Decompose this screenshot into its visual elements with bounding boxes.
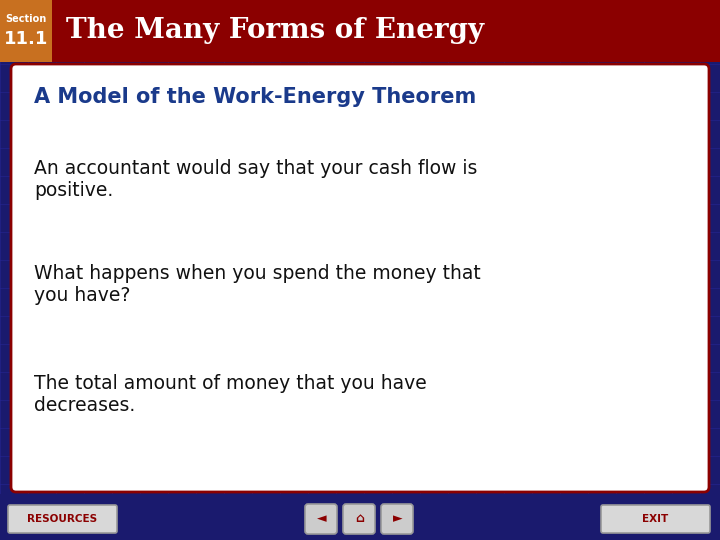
Text: EXIT: EXIT: [642, 514, 668, 524]
Text: Section: Section: [5, 14, 47, 24]
Bar: [0, 0, 52, 62]
FancyBboxPatch shape: [381, 504, 413, 534]
Text: The total amount of money that you have: The total amount of money that you have: [34, 374, 427, 393]
Text: A Model of the Work-Energy Theorem: A Model of the Work-Energy Theorem: [34, 87, 476, 107]
Text: RESOURCES: RESOURCES: [27, 514, 97, 524]
Text: 11.1: 11.1: [4, 30, 48, 48]
Text: you have?: you have?: [34, 286, 130, 305]
Text: What happens when you spend the money that: What happens when you spend the money th…: [34, 264, 481, 283]
Bar: [0, 494, 720, 540]
Text: The Many Forms of Energy: The Many Forms of Energy: [66, 17, 484, 44]
FancyBboxPatch shape: [11, 64, 709, 492]
Text: ►: ►: [393, 512, 402, 525]
FancyBboxPatch shape: [305, 504, 337, 534]
Bar: [0, 0, 720, 62]
Text: An accountant would say that your cash flow is: An accountant would say that your cash f…: [34, 159, 477, 178]
FancyBboxPatch shape: [8, 505, 117, 533]
Text: decreases.: decreases.: [34, 396, 135, 415]
Text: ⌂: ⌂: [356, 512, 364, 525]
Text: positive.: positive.: [34, 181, 113, 200]
FancyBboxPatch shape: [343, 504, 375, 534]
Text: ◄: ◄: [318, 512, 327, 525]
FancyBboxPatch shape: [601, 505, 710, 533]
